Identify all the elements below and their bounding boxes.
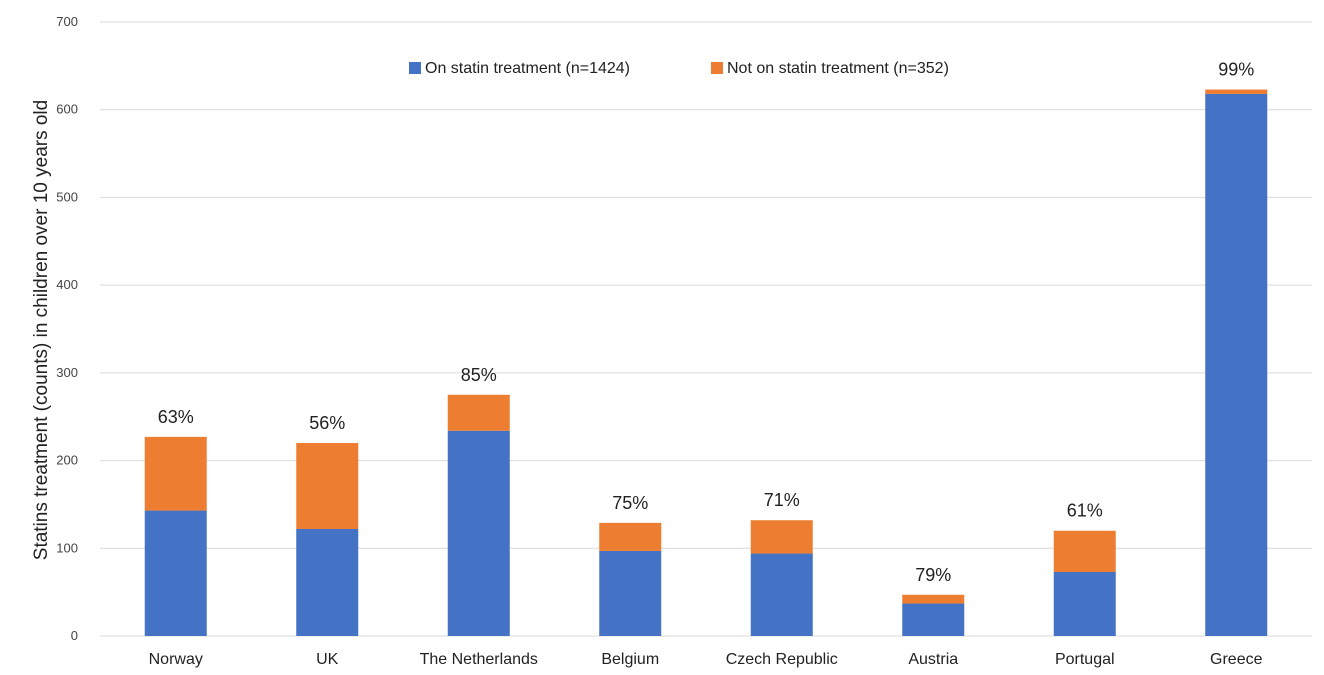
y-tick-label: 100 (56, 540, 78, 555)
x-axis-categories: Norway UK The Netherlands Belgium Czech Repu… (149, 651, 1263, 668)
category-label: Greece (1210, 651, 1263, 668)
category-label: UK (316, 651, 339, 668)
bar-not-on-statin (902, 594, 965, 604)
bar-on-statin (144, 510, 207, 636)
percent-label: 75% (612, 493, 648, 513)
legend-label: Not on statin treatment (n=352) (727, 60, 949, 77)
y-tick-label: 700 (56, 14, 78, 29)
y-tick-label: 0 (71, 628, 78, 643)
bar-on-statin (447, 430, 510, 636)
percent-annotations: 63% 56% 85% 75% 71% 79% 61% 99% (158, 60, 1255, 585)
category-label: Norway (149, 651, 203, 668)
percent-label: 61% (1067, 501, 1103, 521)
bar-not-on-statin (296, 443, 359, 529)
percent-label: 85% (461, 365, 497, 385)
category-label: Belgium (601, 651, 659, 668)
category-label: The Netherlands (420, 651, 538, 668)
percent-label: 56% (309, 413, 345, 433)
bar-on-statin (902, 603, 965, 636)
y-tick-label: 300 (56, 365, 78, 380)
legend-swatch (711, 62, 723, 74)
y-tick-label: 200 (56, 453, 78, 468)
category-label: Czech Republic (726, 651, 838, 668)
percent-label: 79% (915, 565, 951, 585)
bar-on-statin (599, 550, 662, 636)
category-label: Austria (908, 651, 958, 668)
legend-label: On statin treatment (n=1424) (425, 60, 630, 77)
bar-on-statin (1053, 571, 1116, 636)
bar-on-statin (750, 553, 813, 636)
legend: On statin treatment (n=1424) Not on stati… (409, 60, 949, 77)
bar-not-on-statin (599, 522, 662, 551)
percent-label: 63% (158, 407, 194, 427)
bar-not-on-statin (1053, 530, 1116, 572)
y-tick-label: 500 (56, 189, 78, 204)
y-axis-title: Statins treatment (counts) in children o… (31, 100, 52, 560)
bar-not-on-statin (1205, 89, 1268, 94)
gridlines (100, 21, 1312, 637)
legend-swatch (409, 62, 421, 74)
category-label: Portugal (1055, 651, 1115, 668)
bar-not-on-statin (447, 394, 510, 431)
bar-not-on-statin (750, 520, 813, 554)
bars (144, 89, 1268, 636)
percent-label: 99% (1218, 60, 1254, 80)
bar-on-statin (296, 528, 359, 636)
y-tick-label: 400 (56, 277, 78, 292)
y-tick-label: 600 (56, 102, 78, 117)
percent-label: 71% (764, 490, 800, 510)
bar-on-statin (1205, 93, 1268, 636)
bar-not-on-statin (144, 436, 207, 511)
y-axis-ticks: 0 100 200 300 400 500 600 700 (56, 14, 78, 643)
